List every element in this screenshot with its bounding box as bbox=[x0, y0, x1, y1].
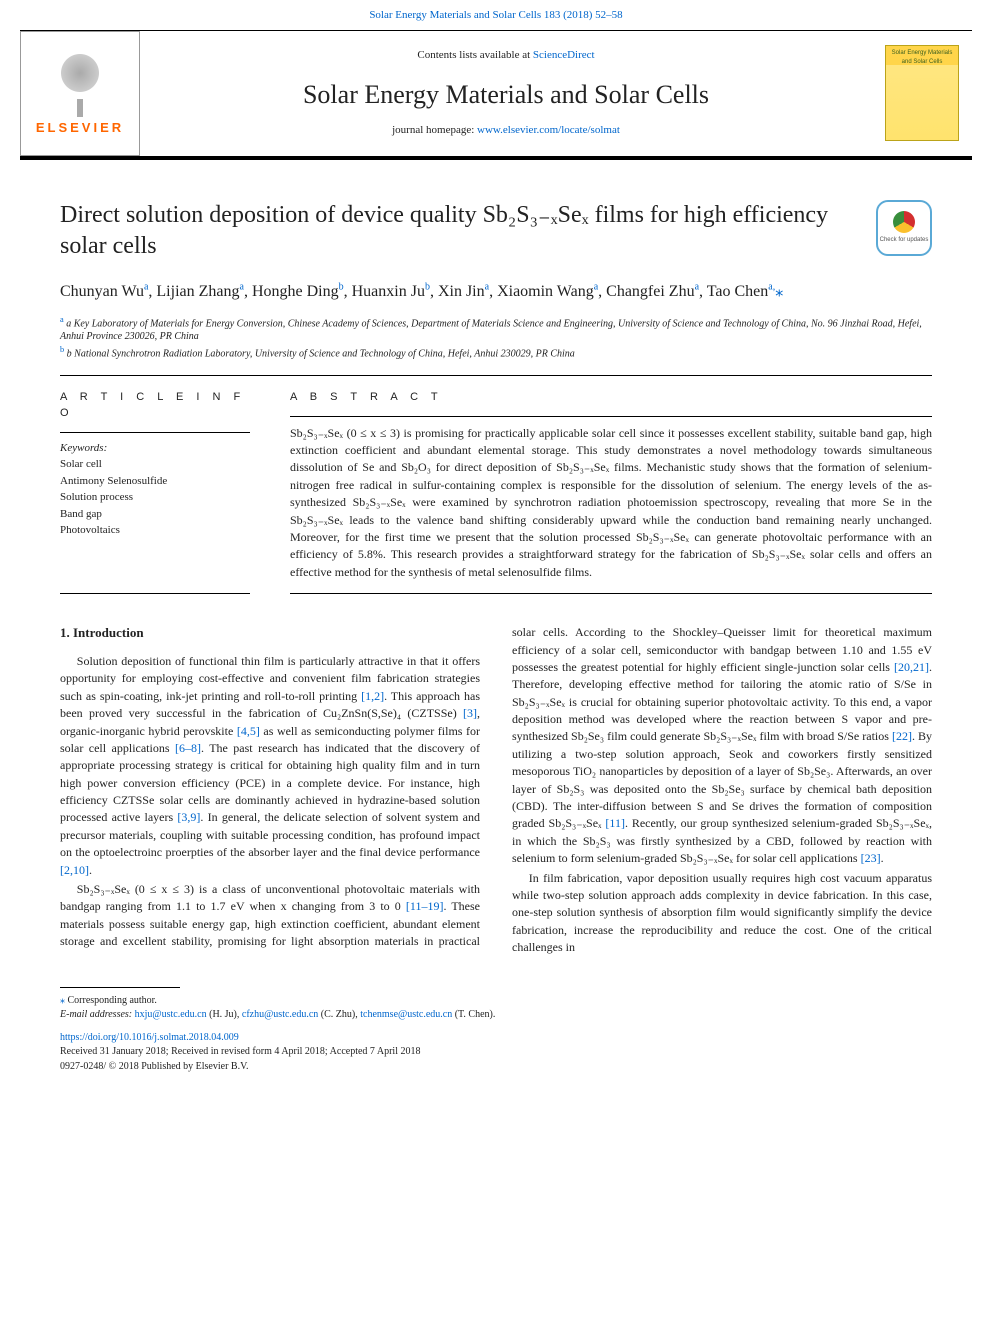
email-link[interactable]: hxju@ustc.edu.cn bbox=[135, 1009, 207, 1020]
abstract-heading: A B S T R A C T bbox=[290, 390, 932, 406]
homepage-prefix: journal homepage: bbox=[392, 124, 477, 136]
corresponding-author-note: Corresponding author. bbox=[60, 994, 932, 1009]
keyword: Antimony Selenosulfide bbox=[60, 473, 250, 490]
article-title: Direct solution deposition of device qua… bbox=[60, 200, 856, 262]
article-info-heading: A R T I C L E I N F O bbox=[60, 390, 250, 422]
affiliation-a: a a Key Laboratory of Materials for Ener… bbox=[60, 314, 932, 344]
journal-ref-link[interactable]: Solar Energy Materials and Solar Cells 1… bbox=[369, 9, 622, 21]
email-label: E-mail addresses: bbox=[60, 1009, 132, 1020]
ref-link[interactable]: [11] bbox=[605, 816, 625, 830]
keyword: Band gap bbox=[60, 506, 250, 523]
contents-prefix: Contents lists available at bbox=[417, 49, 532, 61]
abstract-column: A B S T R A C T Sb₂S₃₋ₓSeₓ (0 ≤ x ≤ 3) i… bbox=[290, 390, 932, 581]
body-two-column: 1. Introduction Solution deposition of fu… bbox=[60, 624, 932, 956]
banner-right: Solar Energy Materials and Solar Cells bbox=[872, 31, 972, 156]
keyword: Solution process bbox=[60, 489, 250, 506]
ref-link[interactable]: [20,21] bbox=[894, 660, 929, 674]
email-who: (H. Ju) bbox=[209, 1009, 237, 1020]
copyright-line: 0927-0248/ © 2018 Published by Elsevier … bbox=[60, 1060, 932, 1075]
journal-ref-line: Solar Energy Materials and Solar Cells 1… bbox=[0, 0, 992, 26]
ref-link[interactable]: [4,5] bbox=[237, 724, 260, 738]
ref-link[interactable]: [6–8] bbox=[175, 741, 201, 755]
article-info-column: A R T I C L E I N F O Keywords: Solar ce… bbox=[60, 390, 250, 581]
authors-line: Chunyan Wua, Lijian Zhanga, Honghe Dingb… bbox=[60, 280, 932, 303]
divider bbox=[60, 593, 250, 594]
ref-link[interactable]: [22] bbox=[892, 729, 912, 743]
history-line: Received 31 January 2018; Received in re… bbox=[60, 1045, 932, 1060]
publisher-logo-box: ELSEVIER bbox=[20, 31, 140, 156]
body-paragraph: In film fabrication, vapor deposition us… bbox=[512, 870, 932, 957]
publisher-name: ELSEVIER bbox=[36, 119, 124, 138]
email-who: (C. Zhu) bbox=[321, 1009, 355, 1020]
divider bbox=[290, 416, 932, 417]
affiliation-b: b b National Synchrotron Radiation Labor… bbox=[60, 344, 932, 361]
journal-title: Solar Energy Materials and Solar Cells bbox=[140, 76, 872, 114]
sciencedirect-link[interactable]: ScienceDirect bbox=[533, 49, 595, 61]
email-link[interactable]: cfzhu@ustc.edu.cn bbox=[242, 1009, 318, 1020]
keywords-list: Solar cell Antimony Selenosulfide Soluti… bbox=[60, 456, 250, 539]
ref-link[interactable]: [3] bbox=[463, 706, 477, 720]
homepage-line: journal homepage: www.elsevier.com/locat… bbox=[140, 123, 872, 139]
ref-link[interactable]: [11–19] bbox=[406, 899, 444, 913]
body-paragraph: Solution deposition of functional thin f… bbox=[60, 653, 480, 879]
abstract-text: Sb₂S₃₋ₓSeₓ (0 ≤ x ≤ 3) is promising for … bbox=[290, 425, 932, 582]
keyword: Solar cell bbox=[60, 456, 250, 473]
ref-link[interactable]: [2,10] bbox=[60, 863, 89, 877]
footnote-rule bbox=[60, 987, 180, 988]
email-line: E-mail addresses: hxju@ustc.edu.cn (H. J… bbox=[60, 1008, 932, 1023]
ref-link[interactable]: [3,9] bbox=[177, 810, 200, 824]
article-footer: Corresponding author. E-mail addresses: … bbox=[0, 977, 992, 1095]
journal-cover-thumb: Solar Energy Materials and Solar Cells bbox=[885, 45, 959, 141]
homepage-link[interactable]: www.elsevier.com/locate/solmat bbox=[477, 124, 620, 136]
divider bbox=[60, 432, 250, 433]
journal-banner: ELSEVIER Contents lists available at Sci… bbox=[20, 30, 972, 160]
section-heading-intro: 1. Introduction bbox=[60, 624, 480, 643]
contents-lists-line: Contents lists available at ScienceDirec… bbox=[140, 48, 872, 64]
divider bbox=[290, 593, 932, 594]
affiliations: a a Key Laboratory of Materials for Ener… bbox=[60, 314, 932, 361]
crossmark-icon bbox=[893, 211, 915, 233]
check-updates-badge[interactable]: Check for updates bbox=[876, 200, 932, 256]
email-link[interactable]: tchenmse@ustc.edu.cn bbox=[360, 1009, 452, 1020]
keyword: Photovoltaics bbox=[60, 522, 250, 539]
divider bbox=[60, 375, 932, 376]
elsevier-tree-icon bbox=[50, 49, 110, 109]
email-who: (T. Chen). bbox=[455, 1009, 496, 1020]
keywords-label: Keywords: bbox=[60, 441, 250, 457]
doi-link[interactable]: https://doi.org/10.1016/j.solmat.2018.04… bbox=[60, 1031, 932, 1046]
ref-link[interactable]: [1,2] bbox=[361, 689, 384, 703]
ref-link[interactable]: [23] bbox=[861, 851, 881, 865]
banner-center: Contents lists available at ScienceDirec… bbox=[140, 31, 872, 156]
check-updates-label: Check for updates bbox=[880, 236, 929, 245]
